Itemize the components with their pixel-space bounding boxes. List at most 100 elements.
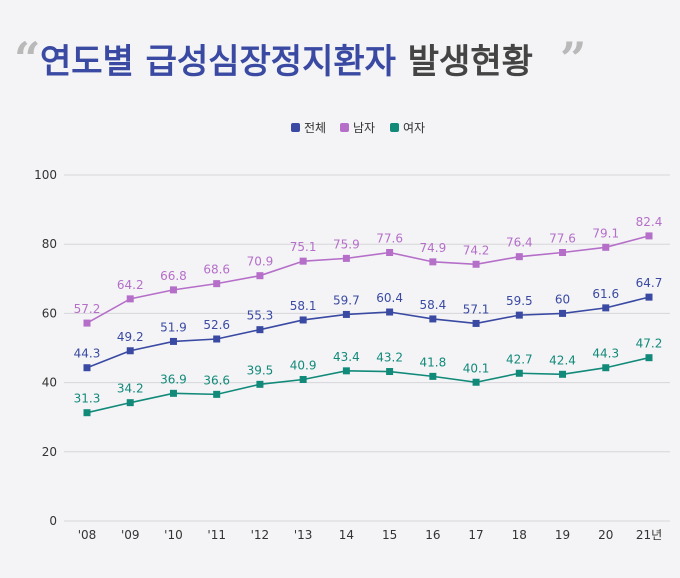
legend-swatch [390, 123, 399, 132]
series-line-1 [86, 235, 650, 324]
data-label: 40.1 [463, 361, 490, 375]
data-label: 76.4 [506, 236, 533, 250]
data-label: 57.1 [463, 302, 490, 316]
data-point [126, 295, 134, 303]
chart-grid [64, 174, 670, 522]
y-tick-label: 60 [42, 306, 57, 320]
data-point [559, 309, 567, 317]
x-tick-label: '08 [78, 528, 97, 542]
x-tick-label: 17 [468, 528, 483, 542]
close-quote-mark: ” [560, 32, 587, 86]
open-quote-mark: “ [14, 32, 41, 86]
data-point [386, 308, 394, 316]
data-point [386, 368, 394, 376]
data-label: 42.7 [506, 352, 533, 366]
data-point [169, 286, 177, 294]
data-point [83, 409, 91, 417]
x-tick-label: 14 [339, 528, 354, 542]
y-tick-label: 40 [42, 376, 57, 390]
legend-swatch [291, 123, 300, 132]
legend-label: 여자 [403, 121, 425, 135]
data-point [256, 272, 264, 280]
data-point [126, 347, 134, 355]
data-label: 51.9 [160, 320, 187, 334]
x-tick-label: '11 [207, 528, 226, 542]
data-label: 79.1 [592, 226, 619, 240]
data-label: 52.6 [203, 318, 230, 332]
data-point [645, 293, 653, 301]
x-axis: '08 '09 '10 '11 '12 '13 14 15 16 17 18 19 20 21년 [78, 528, 662, 542]
data-point [83, 319, 91, 327]
x-tick-label: '12 [251, 528, 270, 542]
data-point [256, 380, 264, 388]
data-point [429, 258, 437, 266]
data-point [602, 304, 610, 312]
data-point [299, 316, 307, 324]
data-point [213, 280, 221, 288]
data-label: 60.4 [376, 291, 403, 305]
data-point [126, 399, 134, 407]
data-point [342, 310, 350, 318]
y-tick-label: 100 [34, 168, 57, 182]
data-point [602, 243, 610, 251]
x-tick-label: '10 [164, 528, 183, 542]
x-tick-label: 20 [598, 528, 613, 542]
data-point [472, 378, 480, 386]
x-tick-label: '13 [294, 528, 313, 542]
legend-swatch [340, 123, 349, 132]
data-label: 68.6 [203, 263, 230, 277]
data-label: 41.8 [419, 355, 446, 369]
data-point [559, 249, 567, 257]
data-label: 55.3 [247, 309, 274, 323]
data-label: 39.5 [247, 363, 274, 377]
data-label: 36.9 [160, 372, 187, 386]
data-label: 59.7 [333, 293, 360, 307]
data-point [342, 367, 350, 375]
x-tick-label: '09 [121, 528, 140, 542]
page-title: 연도별 급성심장정지환자 발생현황 [40, 42, 533, 83]
data-label: 59.5 [506, 294, 533, 308]
data-point [472, 319, 480, 327]
data-point [645, 354, 653, 362]
data-label: 34.2 [117, 382, 144, 396]
data-point [342, 254, 350, 262]
data-point [515, 369, 523, 377]
data-label: 47.2 [636, 337, 663, 351]
data-point [515, 253, 523, 261]
data-point [472, 260, 480, 268]
x-tick-label: 21년 [636, 528, 662, 542]
data-label: 75.1 [290, 240, 317, 254]
data-label: 66.8 [160, 269, 187, 283]
data-label: 70.9 [247, 255, 274, 269]
series-line-0 [86, 296, 650, 369]
data-label: 58.4 [419, 298, 446, 312]
x-tick-label: 18 [512, 528, 527, 542]
legend-label: 남자 [353, 121, 375, 135]
data-label: 42.4 [549, 353, 576, 367]
data-point [213, 335, 221, 343]
data-label: 40.9 [290, 358, 317, 372]
data-label: 43.4 [333, 350, 360, 364]
x-tick-label: 19 [555, 528, 570, 542]
data-label: 61.6 [592, 287, 619, 301]
legend-label: 전체 [304, 121, 326, 135]
x-tick-label: 15 [382, 528, 397, 542]
data-label: 74.9 [419, 241, 446, 255]
data-point [256, 326, 264, 334]
data-point [386, 249, 394, 257]
data-label: 44.3 [74, 347, 101, 361]
data-point [169, 389, 177, 397]
y-axis: 0 20 40 60 80 100 [34, 168, 57, 528]
title-area: “ 연도별 급성심장정지환자 발생현황 ” [0, 28, 680, 88]
series-line-2 [86, 356, 650, 414]
data-point [299, 375, 307, 383]
data-label: 44.3 [592, 347, 619, 361]
data-label: 58.1 [290, 299, 317, 313]
data-label: 75.9 [333, 237, 360, 251]
data-label: 57.2 [74, 302, 101, 316]
data-label: 36.6 [203, 373, 230, 387]
title-main: 연도별 급성심장정지환자 [40, 42, 396, 82]
data-label: 31.3 [74, 392, 101, 406]
y-tick-label: 0 [49, 514, 57, 528]
